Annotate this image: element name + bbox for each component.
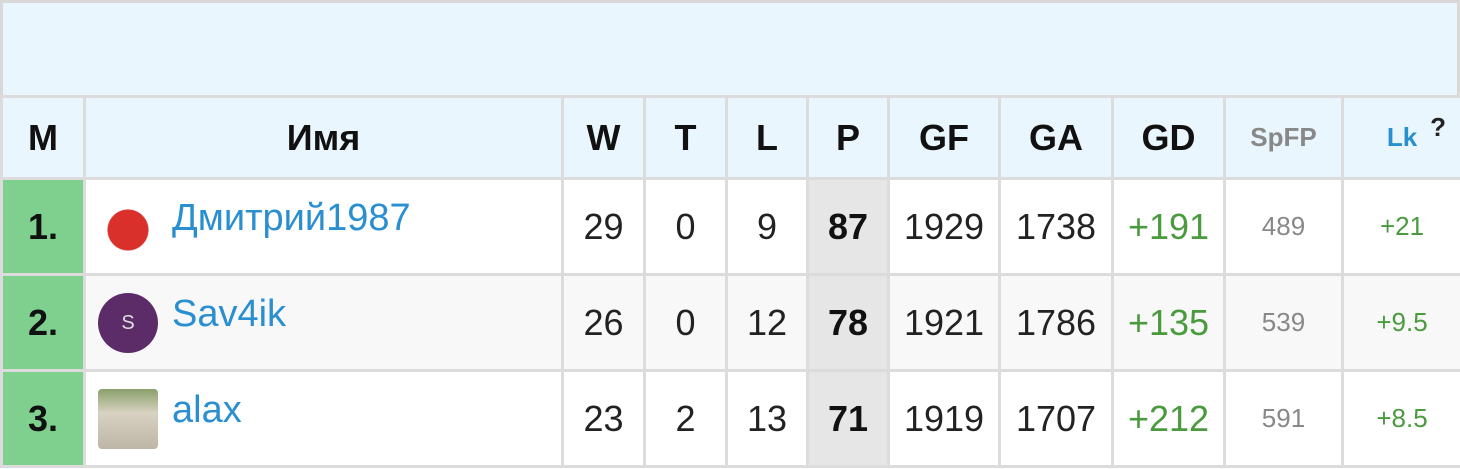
lk: +21 (1341, 177, 1460, 276)
player-cell: alax (83, 369, 564, 468)
lk: +9.5 (1341, 273, 1460, 372)
points: 78 (806, 273, 890, 372)
col-goals-for[interactable]: GF (887, 95, 1001, 180)
col-goal-diff[interactable]: GD (1111, 95, 1226, 180)
avatar: S (98, 292, 158, 353)
wins: 26 (561, 273, 646, 372)
losses: 13 (725, 369, 809, 468)
ties: 0 (643, 177, 728, 276)
spfp: 489 (1223, 177, 1344, 276)
col-lk-label[interactable]: Lk (1386, 122, 1418, 152)
goal-diff: +212 (1111, 369, 1226, 468)
rank: 2. (0, 273, 86, 372)
lk: +8.5 (1341, 369, 1460, 468)
col-losses[interactable]: L (725, 95, 809, 180)
col-rank[interactable]: М (0, 95, 86, 180)
header-row: М Имя W T L P GF GA GD SpFP Lk? (0, 95, 1460, 180)
goals-against: 1786 (998, 273, 1114, 372)
rank: 3. (0, 369, 86, 468)
avatar (98, 196, 158, 257)
losses: 9 (725, 177, 809, 276)
col-wins[interactable]: W (561, 95, 646, 180)
player-cell: Дмитрий1987 (83, 177, 564, 276)
avatar (98, 388, 158, 449)
help-icon[interactable]: ? (1430, 112, 1446, 142)
goals-for: 1919 (887, 369, 1001, 468)
col-points[interactable]: P (806, 95, 890, 180)
col-name[interactable]: Имя (83, 95, 564, 180)
table-row: 1. Дмитрий1987 29 0 9 87 1929 1738 +191 … (0, 177, 1460, 276)
spfp: 539 (1223, 273, 1344, 372)
player-link[interactable]: alax (172, 389, 242, 431)
goal-diff: +135 (1111, 273, 1226, 372)
col-lk[interactable]: Lk? (1341, 95, 1460, 180)
col-spfp[interactable]: SpFP (1223, 95, 1344, 180)
points: 87 (806, 177, 890, 276)
wins: 29 (561, 177, 646, 276)
goals-against: 1738 (998, 177, 1114, 276)
goals-for: 1929 (887, 177, 1001, 276)
player-cell: S Sav4ik (83, 273, 564, 372)
table-row: 3. alax 23 2 13 71 1919 1707 +212 591 +8… (0, 369, 1460, 468)
player-link[interactable]: Дмитрий1987 (172, 197, 411, 239)
col-goals-against[interactable]: GA (998, 95, 1114, 180)
table-row: 2. S Sav4ik 26 0 12 78 1921 1786 +135 539… (0, 273, 1460, 372)
table-caption-band (0, 0, 1460, 96)
col-ties[interactable]: T (643, 95, 728, 180)
points: 71 (806, 369, 890, 468)
spfp: 591 (1223, 369, 1344, 468)
player-link[interactable]: Sav4ik (172, 293, 287, 335)
standings-table: М Имя W T L P GF GA GD SpFP Lk? 1. Дмитр… (0, 95, 1460, 468)
losses: 12 (725, 273, 809, 372)
goals-against: 1707 (998, 369, 1114, 468)
ties: 0 (643, 273, 728, 372)
wins: 23 (561, 369, 646, 468)
rank: 1. (0, 177, 86, 276)
ties: 2 (643, 369, 728, 468)
goal-diff: +191 (1111, 177, 1226, 276)
goals-for: 1921 (887, 273, 1001, 372)
